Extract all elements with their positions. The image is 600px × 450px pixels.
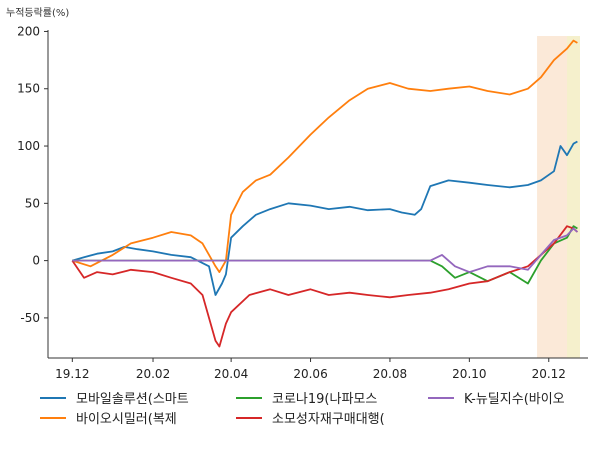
legend-item: 모바일솔루션(스마트 [40,388,189,407]
legend-swatch [236,416,262,419]
series-line-1 [72,39,578,273]
x-tick-label: 20.08 [373,367,407,381]
highlight-band-1 [566,36,580,358]
x-tick-label: 19.12 [55,367,89,381]
chart-svg: 누적등락률(%) -50 0 50 100 150 200 19.12 20.02 20.04… [6,7,588,381]
legend-label: 소모성자재구매대행( [272,412,385,427]
legend-label: 코로나19(나파모스 [272,392,378,407]
legend-swatch [40,416,66,419]
legend-item: 바이오시밀러(복제 [40,408,177,427]
y-tick-label: 200 [17,24,40,38]
legend-swatch [428,396,454,399]
x-tick-label: 20.12 [532,367,566,381]
y-tick-label: 0 [32,254,40,268]
x-tick-label: 20.02 [136,367,170,381]
legend-label: 바이오시밀러(복제 [76,412,177,427]
x-tick-label: 20.10 [452,367,486,381]
legend-swatch [40,396,66,399]
highlight-bands [537,36,580,358]
x-tick-label: 20.04 [214,367,248,381]
legend-item: 소모성자재구매대행( [236,408,385,427]
y-axis-label: 누적등락률(%) [6,7,69,19]
legend-label: 모바일솔루션(스마트 [76,392,189,407]
legend-item: K-뉴딜지수(바이오 [428,388,565,407]
series-lines [71,39,579,348]
x-tick-label: 20.06 [293,367,327,381]
y-tick-label: 100 [17,139,40,153]
y-tick-label: -50 [20,311,40,325]
legend-label: K-뉴딜지수(바이오 [464,392,565,407]
legend-swatch [236,396,262,399]
series-line-0 [72,140,578,296]
legend-item: 코로나19(나파모스 [236,388,377,407]
x-axis: 19.12 20.02 20.04 20.06 20.08 20.10 20.12 [48,357,588,381]
y-tick-label: 150 [17,82,40,96]
y-axis: -50 0 50 100 150 200 [17,24,49,358]
y-tick-label: 50 [25,196,40,210]
series-line-4 [72,227,579,273]
series-line-3 [71,225,579,348]
